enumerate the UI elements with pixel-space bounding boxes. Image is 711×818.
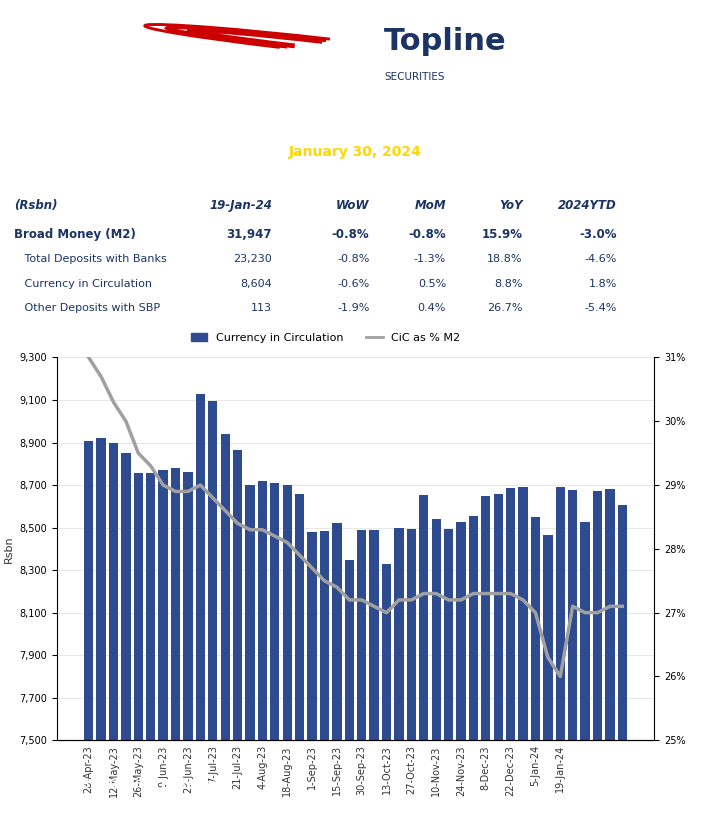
Bar <box>618 506 627 818</box>
Text: 8.8%: 8.8% <box>494 279 523 289</box>
Bar <box>593 492 602 818</box>
Text: 1.8%: 1.8% <box>589 279 617 289</box>
Bar <box>97 438 106 818</box>
Bar <box>555 488 565 818</box>
Text: Other Deposits with SBP: Other Deposits with SBP <box>14 303 160 313</box>
Bar <box>258 481 267 818</box>
Text: -4.6%: -4.6% <box>584 254 617 264</box>
Text: 23,230: 23,230 <box>233 254 272 264</box>
Bar <box>146 473 156 818</box>
Text: 15.9%: 15.9% <box>482 228 523 241</box>
Bar <box>580 522 589 818</box>
Text: -1.9%: -1.9% <box>337 303 370 313</box>
Bar <box>208 402 218 818</box>
Text: -0.8%: -0.8% <box>408 228 446 241</box>
Text: -0.6%: -0.6% <box>337 279 370 289</box>
Text: Total Deposits with Banks: Total Deposits with Banks <box>14 254 167 264</box>
Text: MoM: MoM <box>415 199 446 212</box>
Text: 31,947: 31,947 <box>226 228 272 241</box>
Text: -0.8%: -0.8% <box>337 254 370 264</box>
Text: SECURITIES: SECURITIES <box>384 71 444 82</box>
Bar <box>370 530 379 818</box>
Text: -3.0%: -3.0% <box>579 228 617 241</box>
Bar <box>481 496 491 818</box>
Text: -5.4%: -5.4% <box>584 303 617 313</box>
Bar <box>220 434 230 818</box>
Bar <box>159 470 168 818</box>
Bar <box>109 443 118 818</box>
Bar <box>183 472 193 818</box>
Bar <box>605 489 614 818</box>
Text: 26.7%: 26.7% <box>487 303 523 313</box>
Text: YoY: YoY <box>499 199 523 212</box>
Text: Broad Money (M2) & Currency in Circulation (CIC): Broad Money (M2) & Currency in Circulati… <box>105 107 606 125</box>
Bar <box>270 483 279 818</box>
Text: 113: 113 <box>251 303 272 313</box>
Bar <box>282 485 292 818</box>
Bar <box>531 517 540 818</box>
Text: 8,604: 8,604 <box>240 279 272 289</box>
Text: Broad Money (M2): Broad Money (M2) <box>14 228 136 241</box>
Text: 2024YTD: 2024YTD <box>558 199 617 212</box>
Text: 19-Jan-24: 19-Jan-24 <box>209 199 272 212</box>
Bar <box>568 490 577 818</box>
Bar <box>432 519 441 818</box>
Bar <box>469 516 478 818</box>
Bar <box>357 530 366 818</box>
Text: Topline: Topline <box>384 27 506 56</box>
Bar <box>307 532 316 818</box>
Bar <box>84 441 93 818</box>
Bar <box>395 528 404 818</box>
Bar <box>320 531 329 818</box>
Bar <box>506 488 515 818</box>
Bar <box>345 560 354 818</box>
Bar <box>196 394 205 818</box>
Text: Currency in Circulation: Currency in Circulation <box>14 279 152 289</box>
Text: topline.com.pk: topline.com.pk <box>592 778 697 791</box>
Bar <box>407 528 416 818</box>
Bar <box>493 493 503 818</box>
Text: WoW: WoW <box>336 199 370 212</box>
Bar <box>233 451 242 818</box>
Bar <box>245 485 255 818</box>
Text: -0.8%: -0.8% <box>332 228 370 241</box>
Y-axis label: Rsbn: Rsbn <box>4 535 14 563</box>
Legend: Currency in Circulation, CiC as % M2: Currency in Circulation, CiC as % M2 <box>186 329 465 348</box>
Bar <box>419 495 429 818</box>
Bar <box>122 453 131 818</box>
Text: Source: SBP, Topline Research: Source: SBP, Topline Research <box>14 778 225 791</box>
Text: 0.5%: 0.5% <box>418 279 446 289</box>
Text: 0.4%: 0.4% <box>417 303 446 313</box>
Bar <box>332 524 341 818</box>
Text: -1.3%: -1.3% <box>414 254 446 264</box>
Bar <box>171 468 180 818</box>
Bar <box>295 494 304 818</box>
Text: 18.8%: 18.8% <box>487 254 523 264</box>
Bar <box>444 529 453 818</box>
Bar <box>456 522 466 818</box>
Bar <box>543 536 552 818</box>
Bar <box>134 473 143 818</box>
Text: (Rsbn): (Rsbn) <box>14 199 58 212</box>
Text: January 30, 2024: January 30, 2024 <box>289 146 422 160</box>
Bar <box>518 488 528 818</box>
Text: CIC as % of M2: CIC as % of M2 <box>11 338 127 353</box>
Bar <box>382 564 391 818</box>
